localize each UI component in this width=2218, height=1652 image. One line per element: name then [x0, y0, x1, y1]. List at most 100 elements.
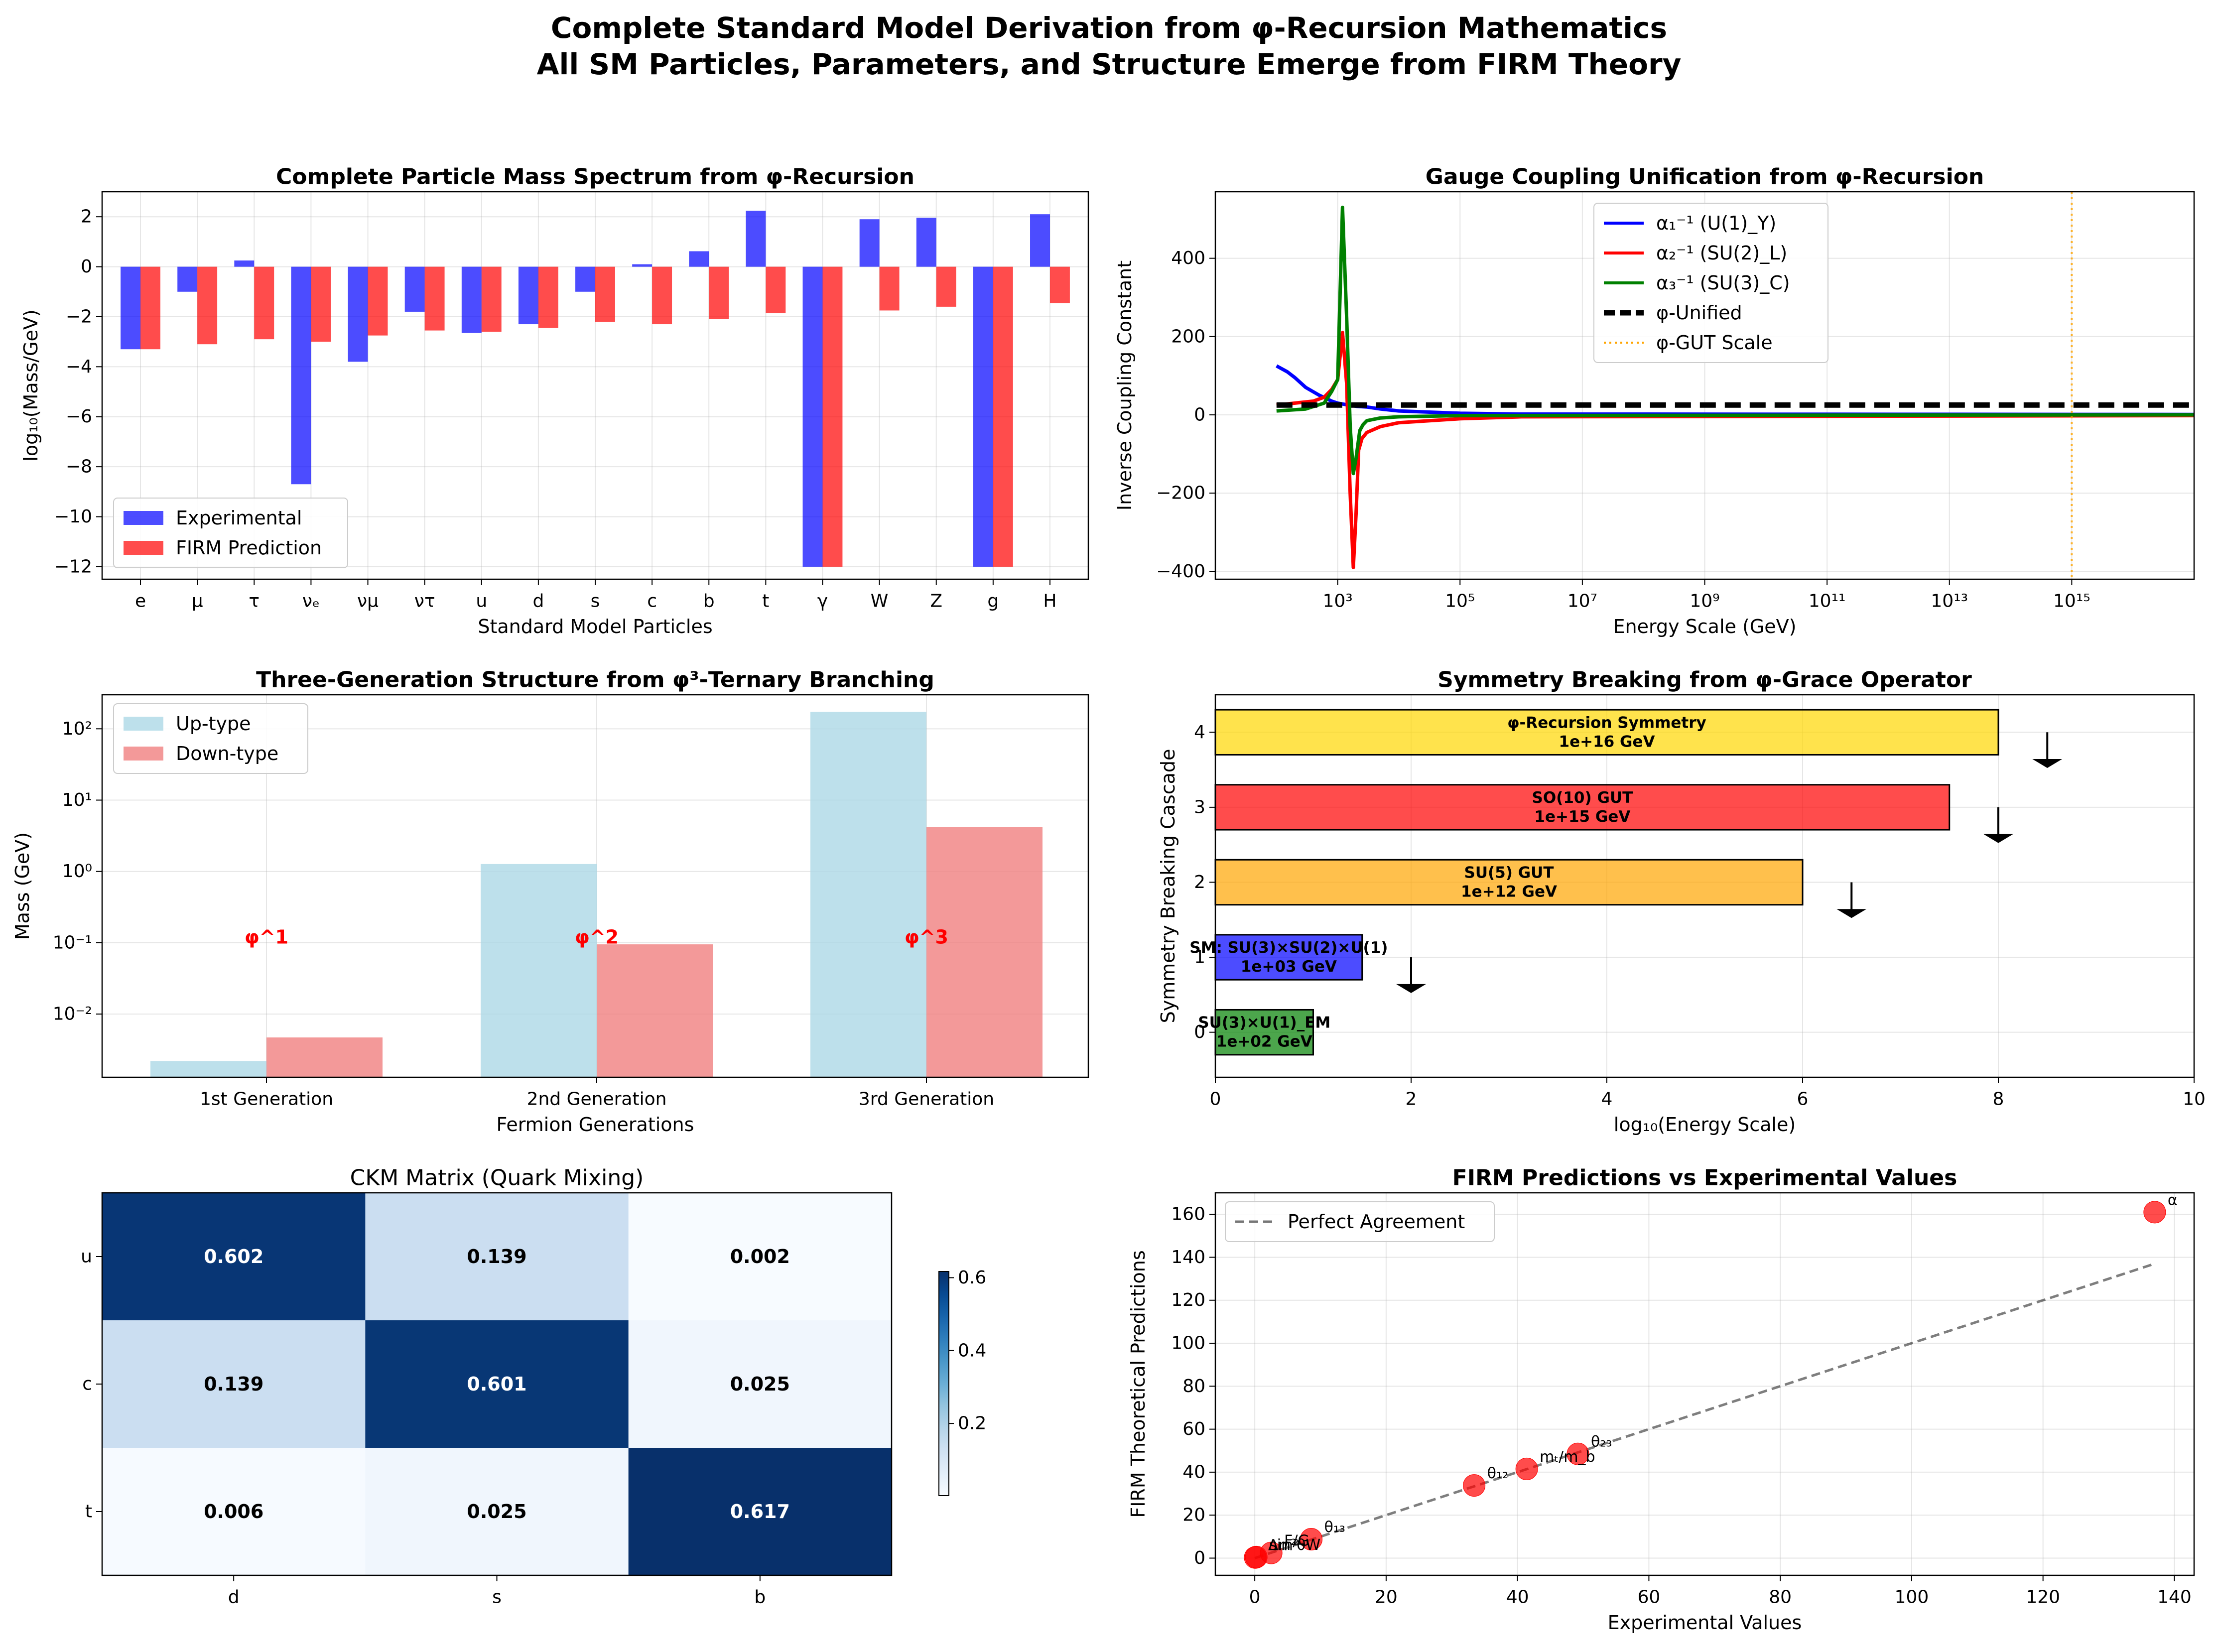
symmetry-bar-label: SU(5) GUT — [1464, 864, 1554, 882]
heatmap-value: 0.025 — [730, 1373, 790, 1395]
ckm-heatmap: 0.602 0.139 0.002 0.139 0.601 0.025 0.006 0.025… — [81, 1165, 986, 1608]
symmetry-bar-label: φ-Recursion Symmetry — [1507, 714, 1706, 732]
x-axis-label: Energy Scale (GeV) — [1613, 616, 1797, 637]
figure-title-line1: Complete Standard Model Derivation from … — [550, 11, 1668, 45]
figure-title-line2: All SM Particles, Parameters, and Struct… — [536, 47, 1682, 81]
x-tick-label: 1st Generation — [200, 1089, 333, 1110]
x-tick-label: b — [754, 1587, 766, 1608]
heatmap-value: 0.139 — [467, 1246, 526, 1268]
bar-experimental — [746, 211, 766, 267]
x-tick-label: 10⁵ — [1445, 591, 1475, 612]
cascade-arrow-head — [2032, 759, 2063, 768]
generations-chart: φ^1 φ^2 φ^3 10⁻² 10⁻¹ 10⁰ 10¹ 10² 1st Generation… — [11, 667, 1089, 1136]
legend-label: FIRM Prediction — [176, 537, 322, 559]
chart-title: CKM Matrix (Quark Mixing) — [350, 1165, 644, 1191]
point-label: F/G — [1284, 1532, 1309, 1550]
point-label: θ₁₃ — [1324, 1519, 1345, 1536]
bar-down-type — [597, 944, 713, 1077]
x-tick-label: 10¹³ — [1931, 591, 1968, 612]
legend-label: α₁⁻¹ (U(1)_Y) — [1656, 212, 1776, 234]
heatmap-cell — [628, 1193, 892, 1321]
bar-experimental — [177, 266, 198, 292]
bar-firm — [766, 266, 786, 313]
x-tick-label: 10⁷ — [1567, 591, 1597, 612]
x-tick-label: 100 — [1895, 1587, 1929, 1608]
x-tick-label: 10⁹ — [1690, 591, 1719, 612]
series-line-1 — [1276, 331, 2195, 569]
y-tick-label: 100 — [1171, 1333, 1205, 1354]
heatmap-value: 0.602 — [204, 1246, 263, 1268]
x-tick-label: g — [987, 591, 999, 612]
y-tick-label: 0 — [81, 256, 92, 277]
y-tick-label: 20 — [1182, 1505, 1205, 1525]
x-tick-label: 8 — [1993, 1089, 2004, 1110]
prediction-point — [1245, 1545, 1268, 1568]
colorbar-tick-label: 0.6 — [958, 1268, 986, 1288]
y-axis-label: Symmetry Breaking Cascade — [1157, 749, 1179, 1023]
bar-experimental — [234, 260, 255, 267]
prediction-point — [1463, 1474, 1486, 1497]
y-tick-label: 1 — [1194, 947, 1205, 968]
x-tick-label: 10³ — [1323, 591, 1353, 612]
y-tick-label: 160 — [1171, 1204, 1205, 1225]
prediction-point — [1300, 1528, 1323, 1551]
legend-swatch — [124, 717, 163, 731]
y-tick-label: −2 — [66, 306, 92, 327]
symmetry-bar-energy: 1e+15 GeV — [1534, 808, 1630, 826]
x-tick-label: 10¹⁵ — [2053, 591, 2090, 612]
bar-up-type — [481, 864, 597, 1077]
axes-frame — [101, 694, 1089, 1078]
axes-frame — [1214, 694, 2195, 1078]
bar-experimental — [1030, 214, 1050, 267]
x-tick-label: c — [647, 591, 657, 612]
heatmap-cell — [628, 1320, 892, 1448]
bar-firm — [538, 266, 558, 328]
bar-firm — [993, 266, 1013, 567]
symmetry-bar-label: SM: SU(3)×SU(2)×U(1) — [1189, 939, 1388, 957]
x-tick-label: 80 — [1769, 1587, 1792, 1608]
bar-firm — [311, 266, 331, 342]
x-tick-label: t — [762, 591, 769, 612]
point-label: θ₁₂ — [1487, 1465, 1508, 1482]
y-tick-label: 0 — [1194, 1022, 1205, 1042]
x-tick-label: 0 — [1249, 1587, 1261, 1608]
bar-experimental — [291, 266, 311, 485]
heatmap-value: 0.601 — [467, 1373, 526, 1395]
x-tick-label: μ — [192, 591, 203, 612]
legend-label: φ-GUT Scale — [1656, 332, 1773, 354]
legend-box — [1225, 1201, 1495, 1242]
x-tick-label: e — [135, 591, 146, 612]
heatmap-cell — [365, 1448, 629, 1576]
bar-experimental — [689, 251, 709, 267]
x-tick-label: H — [1043, 591, 1056, 612]
x-tick-label: 60 — [1637, 1587, 1660, 1608]
chart-title: Symmetry Breaking from φ-Grace Operator — [1437, 667, 1972, 693]
symmetry-bar-energy: 1e+02 GeV — [1216, 1033, 1312, 1051]
point-label: mₜ/m_b — [1540, 1448, 1595, 1466]
legend-label: φ-Unified — [1656, 302, 1742, 324]
prediction-point — [1515, 1457, 1538, 1480]
point-label: sin²θW — [1269, 1536, 1320, 1554]
y-tick-label: −12 — [54, 556, 92, 577]
y-tick-label: 0 — [1194, 1548, 1205, 1568]
symmetry-bar-label: SO(10) GUT — [1532, 789, 1633, 807]
gauge-coupling-chart: −400 −200 0 200 400 10³ 10⁵ 10⁷ 10⁹ 10¹¹ 10¹³ 10¹⁵ G… — [1114, 164, 2195, 637]
bar-experimental — [518, 266, 538, 325]
x-tick-label: u — [476, 591, 487, 612]
heatmap-cell — [365, 1320, 629, 1448]
legend-swatch — [124, 747, 163, 761]
bar-experimental — [859, 219, 880, 267]
symmetry-bar-energy: 1e+12 GeV — [1461, 883, 1557, 900]
y-tick-label: 2 — [81, 207, 92, 227]
y-tick-label: −4 — [66, 357, 92, 377]
y-tick-label: c — [82, 1374, 92, 1395]
x-tick-label: 10 — [2183, 1089, 2206, 1110]
y-tick-label: −200 — [1156, 483, 1205, 504]
y-tick-label: u — [81, 1247, 92, 1267]
cascade-arrow-head — [1983, 834, 2013, 843]
legend-swatch — [124, 541, 163, 555]
bar-firm — [652, 266, 672, 325]
